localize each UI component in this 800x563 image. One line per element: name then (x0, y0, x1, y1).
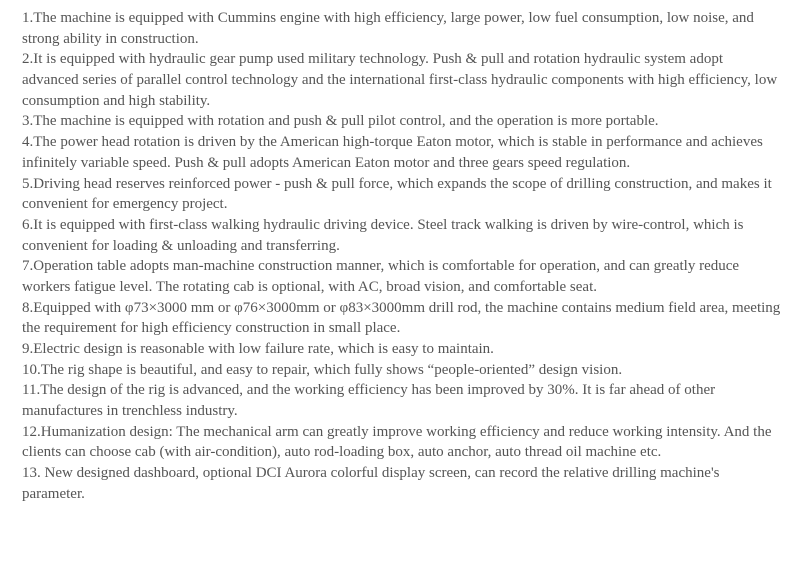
feature-item: 7.Operation table adopts man-machine con… (22, 256, 782, 297)
feature-item: 2.It is equipped with hydraulic gear pum… (22, 49, 782, 111)
feature-item: 1.The machine is equipped with Cummins e… (22, 8, 782, 49)
feature-item: 4.The power head rotation is driven by t… (22, 132, 782, 173)
feature-item: 11.The design of the rig is advanced, an… (22, 380, 782, 421)
feature-item: 13. New designed dashboard, optional DCI… (22, 463, 782, 504)
feature-item: 9.Electric design is reasonable with low… (22, 339, 782, 360)
feature-item: 3.The machine is equipped with rotation … (22, 111, 782, 132)
feature-item: 8.Equipped with φ73×3000 mm or φ76×3000m… (22, 298, 782, 339)
feature-item: 10.The rig shape is beautiful, and easy … (22, 360, 782, 381)
feature-item: 12.Humanization design: The mechanical a… (22, 422, 782, 463)
feature-item: 6.It is equipped with first-class walkin… (22, 215, 782, 256)
feature-item: 5.Driving head reserves reinforced power… (22, 174, 782, 215)
feature-list: 1.The machine is equipped with Cummins e… (22, 8, 782, 505)
